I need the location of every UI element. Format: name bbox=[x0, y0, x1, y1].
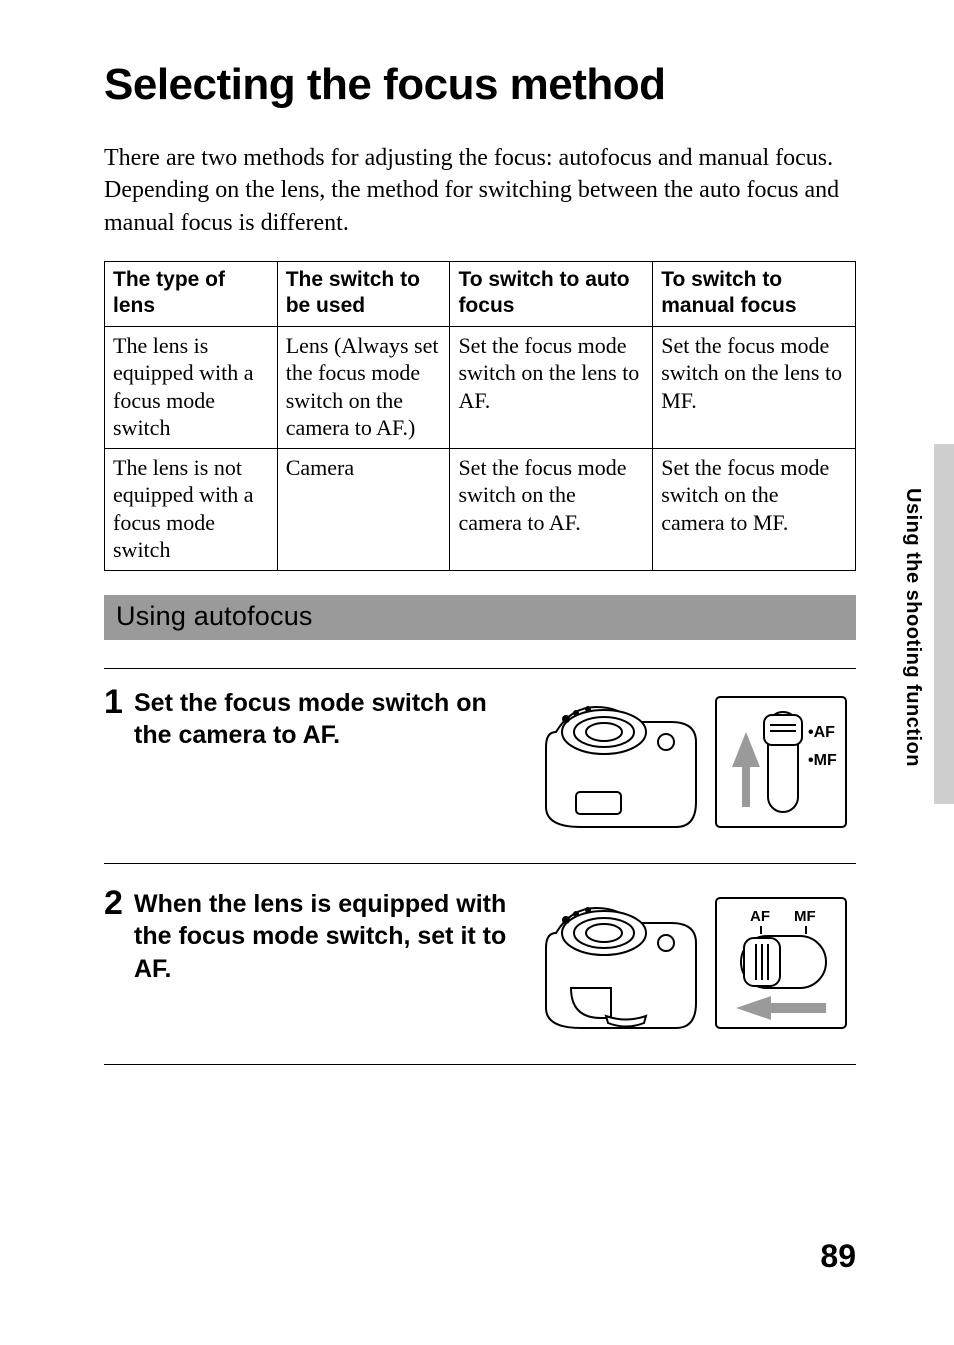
mf-label: MF bbox=[814, 752, 837, 769]
page: Selecting the focus method There are two… bbox=[0, 0, 954, 1345]
table-header-row: The type of lens The switch to be used T… bbox=[105, 262, 856, 327]
table-row: The lens is not equipped with a focus mo… bbox=[105, 448, 856, 570]
intro-paragraph: There are two methods for adjusting the … bbox=[104, 142, 856, 239]
divider bbox=[104, 668, 856, 669]
af-label: AF bbox=[814, 724, 836, 741]
step-2: 2 When the lens is equipped with the foc… bbox=[104, 888, 856, 1065]
table-header: To switch to auto focus bbox=[450, 262, 653, 327]
table-cell: Set the focus mode switch on the lens to… bbox=[653, 326, 856, 448]
table-header: To switch to manual focus bbox=[653, 262, 856, 327]
step-number: 1 bbox=[104, 685, 132, 719]
table-cell: Camera bbox=[277, 448, 450, 570]
table-cell: The lens is equipped with a focus mode s… bbox=[105, 326, 278, 448]
step-text: Set the focus mode switch on the camera … bbox=[132, 687, 524, 752]
table-header: The switch to be used bbox=[277, 262, 450, 327]
step-number: 2 bbox=[104, 886, 132, 920]
table-cell: Lens (Always set the focus mode switch o… bbox=[277, 326, 450, 448]
page-number: 89 bbox=[820, 1238, 856, 1275]
table-header: The type of lens bbox=[105, 262, 278, 327]
step-1-figure: •AF •MF bbox=[536, 687, 856, 837]
lens-table: The type of lens The switch to be used T… bbox=[104, 261, 856, 571]
side-label: Using the shooting function bbox=[901, 488, 924, 767]
svg-text:•AF: •AF bbox=[808, 724, 835, 741]
step-2-figure: AF MF bbox=[536, 888, 856, 1038]
af-label: AF bbox=[750, 908, 770, 925]
lens-switch-illustration: AF MF bbox=[536, 888, 856, 1038]
step-1: 1 Set the focus mode switch on the camer… bbox=[104, 687, 856, 864]
table-row: The lens is equipped with a focus mode s… bbox=[105, 326, 856, 448]
camera-switch-illustration: •AF •MF bbox=[536, 687, 856, 837]
side-tab bbox=[934, 444, 954, 804]
svg-text:•MF: •MF bbox=[808, 752, 837, 769]
table-cell: Set the focus mode switch on the lens to… bbox=[450, 326, 653, 448]
section-heading: Using autofocus bbox=[104, 595, 856, 640]
table-cell: Set the focus mode switch on the camera … bbox=[653, 448, 856, 570]
table-cell: Set the focus mode switch on the camera … bbox=[450, 448, 653, 570]
step-text: When the lens is equipped with the focus… bbox=[132, 888, 524, 986]
table-cell: The lens is not equipped with a focus mo… bbox=[105, 448, 278, 570]
page-title: Selecting the focus method bbox=[104, 60, 856, 110]
mf-label: MF bbox=[794, 908, 816, 925]
